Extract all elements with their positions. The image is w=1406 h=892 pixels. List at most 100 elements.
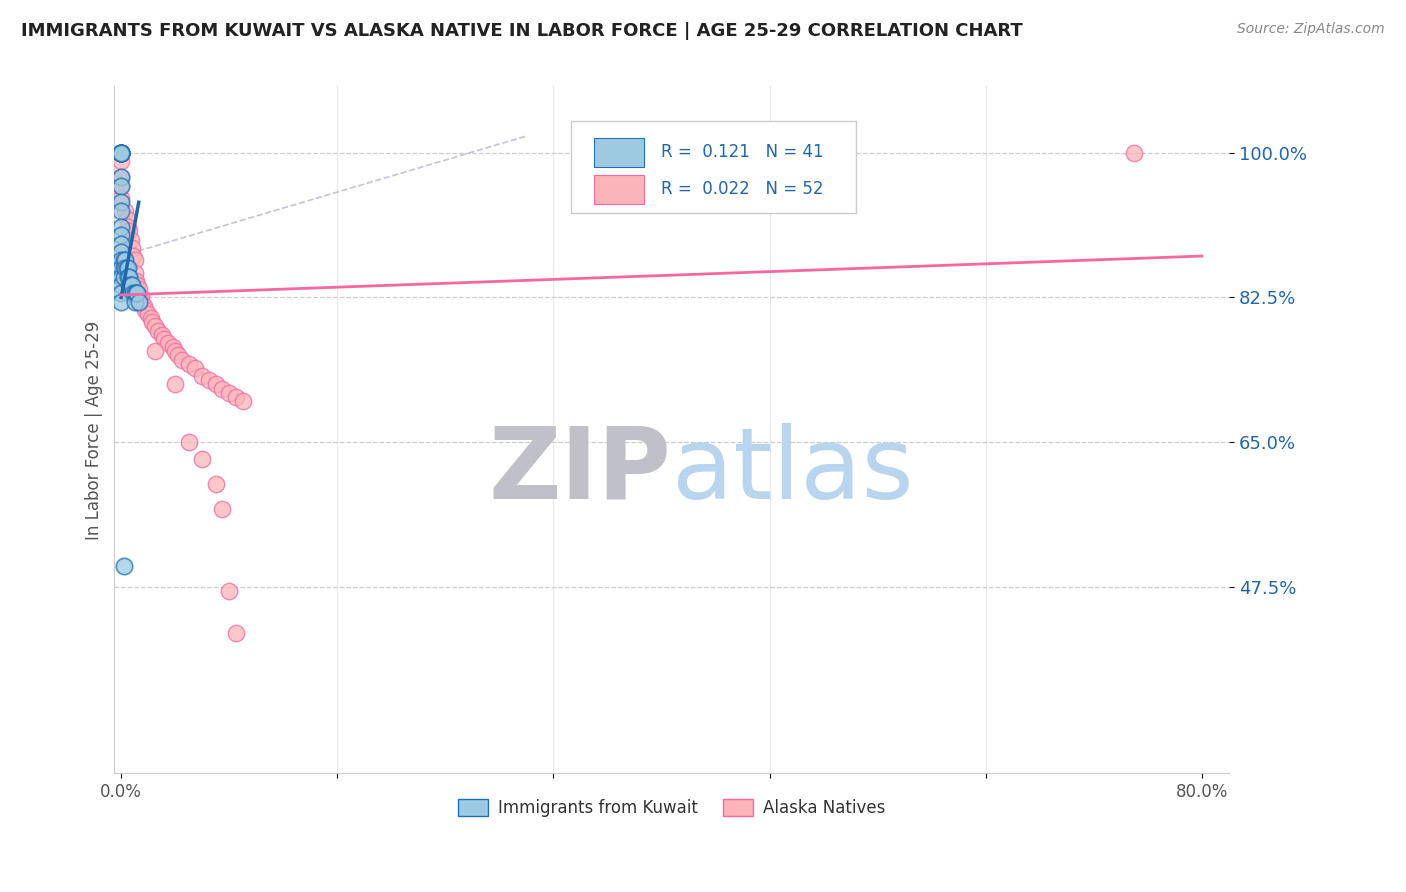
Point: [141, 315, 163, 329]
Point: [110, 253, 132, 268]
Point: [136, 307, 159, 321]
Point: [117, 261, 139, 276]
Point: [112, 253, 135, 268]
Point: [125, 274, 148, 288]
Point: [114, 253, 136, 268]
Point: [110, 191, 132, 205]
Point: [170, 352, 193, 367]
Text: IMMIGRANTS FROM KUWAIT VS ALASKA NATIVE IN LABOR FORCE | AGE 25-29 CORRELATION C: IMMIGRANTS FROM KUWAIT VS ALASKA NATIVE …: [21, 22, 1022, 40]
Point: [131, 290, 153, 304]
Point: [198, 373, 221, 387]
Point: [112, 559, 135, 574]
Point: [110, 278, 132, 293]
Point: [110, 153, 132, 168]
Point: [117, 220, 139, 235]
Point: [157, 336, 180, 351]
Point: [110, 269, 132, 284]
Point: [110, 170, 132, 185]
Point: [121, 241, 143, 255]
Point: [143, 319, 166, 334]
Point: [191, 369, 214, 384]
Point: [110, 244, 132, 259]
Point: [110, 145, 132, 160]
Point: [134, 302, 156, 317]
Text: ZIP: ZIP: [489, 423, 672, 520]
Point: [110, 178, 132, 193]
Point: [131, 294, 153, 309]
Point: [110, 228, 132, 243]
Point: [218, 584, 240, 599]
Point: [118, 278, 141, 293]
Point: [167, 348, 190, 362]
Point: [110, 220, 132, 235]
Point: [204, 476, 226, 491]
Point: [115, 211, 138, 226]
Point: [191, 451, 214, 466]
Point: [177, 357, 200, 371]
Bar: [593, 175, 644, 204]
Point: [115, 261, 138, 276]
Point: [110, 145, 132, 160]
Text: R =  0.022   N = 52: R = 0.022 N = 52: [661, 180, 823, 198]
Point: [118, 269, 141, 284]
Text: R =  0.121   N = 41: R = 0.121 N = 41: [661, 144, 823, 161]
Point: [122, 286, 145, 301]
Y-axis label: In Labor Force | Age 25-29: In Labor Force | Age 25-29: [86, 320, 103, 540]
Point: [110, 145, 132, 160]
Point: [1123, 145, 1146, 160]
Point: [112, 269, 135, 284]
Point: [114, 203, 136, 218]
Point: [110, 145, 132, 160]
Point: [110, 203, 132, 218]
Point: [110, 236, 132, 251]
Point: [120, 233, 142, 247]
Point: [110, 145, 132, 160]
Point: [112, 261, 135, 276]
Point: [110, 195, 132, 210]
Point: [110, 294, 132, 309]
Point: [110, 145, 132, 160]
Point: [127, 278, 149, 293]
Point: [110, 178, 132, 193]
Point: [165, 377, 187, 392]
Point: [225, 625, 247, 640]
Point: [124, 294, 146, 309]
Point: [124, 253, 146, 268]
Point: [117, 269, 139, 284]
Point: [177, 435, 200, 450]
Point: [153, 332, 176, 346]
Point: [110, 145, 132, 160]
Text: atlas: atlas: [672, 423, 914, 520]
Point: [127, 286, 149, 301]
Point: [162, 340, 184, 354]
Point: [110, 145, 132, 160]
FancyBboxPatch shape: [571, 120, 856, 213]
Point: [124, 286, 146, 301]
Point: [110, 286, 132, 301]
Legend: Immigrants from Kuwait, Alaska Natives: Immigrants from Kuwait, Alaska Natives: [451, 792, 891, 823]
Point: [125, 286, 148, 301]
Point: [110, 261, 132, 276]
Point: [146, 324, 169, 338]
Text: Source: ZipAtlas.com: Source: ZipAtlas.com: [1237, 22, 1385, 37]
Point: [110, 145, 132, 160]
Point: [124, 266, 146, 280]
Point: [128, 294, 150, 309]
Point: [110, 170, 132, 185]
Point: [165, 344, 187, 359]
Point: [122, 249, 145, 263]
Point: [120, 278, 142, 293]
Point: [204, 377, 226, 392]
Bar: [593, 138, 644, 167]
Point: [134, 299, 156, 313]
Point: [128, 282, 150, 296]
Point: [143, 344, 166, 359]
Point: [232, 393, 254, 408]
Point: [118, 224, 141, 238]
Point: [150, 327, 173, 342]
Point: [110, 145, 132, 160]
Point: [218, 385, 240, 400]
Point: [114, 261, 136, 276]
Point: [184, 360, 207, 375]
Point: [211, 382, 233, 396]
